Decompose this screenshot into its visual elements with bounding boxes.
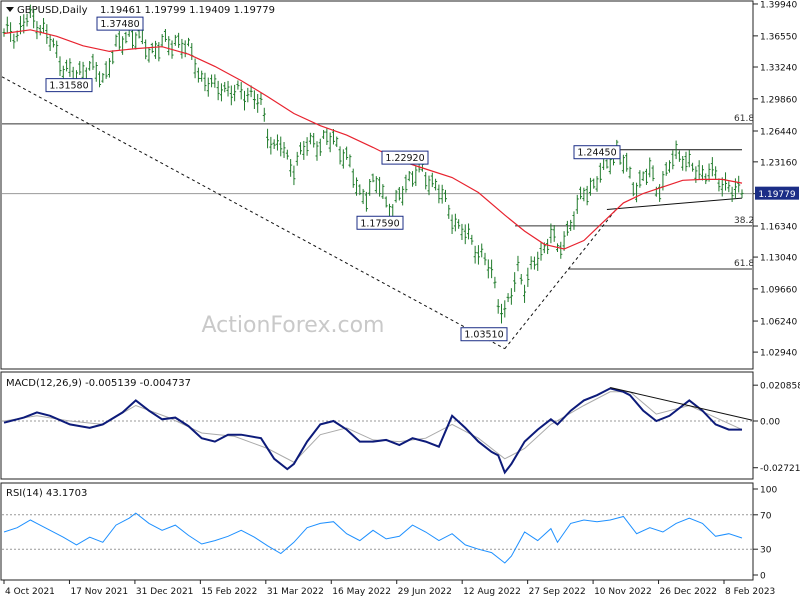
dropdown-triangle-icon[interactable] bbox=[6, 7, 14, 12]
price-ytick-label: 1.39940 bbox=[760, 0, 797, 10]
price-panel-frame bbox=[0, 0, 754, 370]
price-ytick-label: 1.06240 bbox=[760, 318, 797, 328]
fib-level-label: 61.8 bbox=[734, 259, 754, 269]
price-callout: 1.37480 bbox=[96, 16, 144, 31]
rsi-panel-frame bbox=[0, 482, 754, 581]
price-callout-label: 1.22920 bbox=[385, 153, 424, 164]
macd-ytick-label: -0.027213 bbox=[760, 464, 800, 474]
price-callout: 1.22920 bbox=[381, 150, 429, 165]
price-callout: 1.31580 bbox=[45, 78, 93, 93]
xtick-label: 8 Feb 2023 bbox=[725, 587, 775, 597]
price-ytick-label: 1.16340 bbox=[760, 223, 797, 233]
price-ytick-label: 1.26440 bbox=[760, 127, 797, 137]
price-callout-box bbox=[356, 215, 404, 230]
price-callout-box bbox=[460, 327, 508, 342]
ohlc-readout: 1.19461 1.19799 1.19409 1.19779 bbox=[100, 5, 275, 16]
rsi-line bbox=[3, 512, 743, 564]
macd-title: MACD(12,26,9) -0.005139 -0.004737 bbox=[6, 378, 191, 389]
chart-symbol: GBPUSD,Daily bbox=[17, 5, 88, 16]
xtick-label: 4 Oct 2021 bbox=[5, 587, 55, 597]
macd-panel-frame bbox=[0, 371, 754, 480]
xtick-label: 31 Mar 2022 bbox=[267, 587, 324, 597]
moving-average-line bbox=[3, 29, 743, 250]
price-callout-label: 1.31580 bbox=[49, 81, 88, 92]
rsi-ytick-label: 70 bbox=[760, 511, 772, 521]
macd-line bbox=[3, 387, 742, 475]
price-callout-box bbox=[96, 16, 144, 31]
rsi-ytick-label: 100 bbox=[760, 486, 777, 496]
price-callout: 1.03510 bbox=[460, 327, 508, 342]
macd-trendline bbox=[610, 387, 753, 421]
current-price-tag-bg bbox=[755, 186, 799, 200]
price-ytick-label: 1.29860 bbox=[760, 95, 797, 105]
price-ytick-label: 1.09660 bbox=[760, 285, 797, 295]
price-callout-box bbox=[381, 150, 429, 165]
rsi-title: RSI(14) 43.1703 bbox=[6, 488, 87, 499]
fib-level-label: 38.2 bbox=[734, 216, 754, 226]
xtick-label: 15 Feb 2022 bbox=[201, 587, 257, 597]
support-line bbox=[606, 197, 743, 210]
x-axis: 4 Oct 2021 17 Nov 2021 31 Dec 2021 15 Feb 2… bbox=[3, 580, 775, 597]
price-layer: 1.39940 1.36550 1.33240 1.29860 1.26440 1.231… bbox=[1, 0, 799, 359]
xtick-label: 29 Jun 2022 bbox=[398, 587, 452, 597]
rsi-ytick-label: 30 bbox=[760, 546, 772, 556]
price-callout: 1.24450 bbox=[573, 145, 621, 160]
current-price-tag: 1.19779 bbox=[755, 186, 799, 200]
price-callout-label: 1.17590 bbox=[360, 218, 399, 229]
price-ytick-label: 1.33240 bbox=[760, 64, 797, 74]
xtick-label: 31 Dec 2021 bbox=[136, 587, 194, 597]
xtick-label: 27 Sep 2022 bbox=[529, 587, 586, 597]
xtick-label: 12 Aug 2022 bbox=[463, 587, 521, 597]
price-callout-box bbox=[573, 145, 621, 160]
current-price-tag-label: 1.19779 bbox=[758, 190, 795, 200]
price-ytick-label: 1.13040 bbox=[760, 254, 797, 264]
price-callout-label: 1.03510 bbox=[464, 330, 503, 341]
price-callout-box bbox=[45, 78, 93, 93]
rsi-ytick-label: 0 bbox=[760, 572, 766, 582]
dashed-trendline bbox=[1, 76, 506, 350]
price-ytick-label: 1.36550 bbox=[760, 32, 797, 42]
xtick-label: 10 Nov 2022 bbox=[594, 587, 652, 597]
price-ytick-label: 1.23160 bbox=[760, 158, 797, 168]
rsi-layer: 100 70 30 0 bbox=[2, 486, 777, 582]
watermark: ActionForex.com bbox=[202, 313, 385, 338]
macd-ytick-label: 0.00 bbox=[760, 417, 780, 427]
price-callout-label: 1.24450 bbox=[577, 148, 616, 159]
price-ytick-label: 1.02940 bbox=[760, 349, 797, 359]
macd-ytick-label: 0.020858 bbox=[760, 382, 800, 392]
price-callout: 1.17590 bbox=[356, 215, 404, 230]
xtick-label: 16 May 2022 bbox=[332, 587, 391, 597]
xtick-label: 26 Dec 2022 bbox=[660, 587, 718, 597]
xtick-label: 17 Nov 2021 bbox=[70, 587, 128, 597]
price-callout-label: 1.37480 bbox=[100, 19, 139, 30]
macd-layer: 0.020858 0.00 -0.027213 bbox=[2, 382, 800, 475]
fib-level-label: 61.8 bbox=[734, 114, 754, 124]
